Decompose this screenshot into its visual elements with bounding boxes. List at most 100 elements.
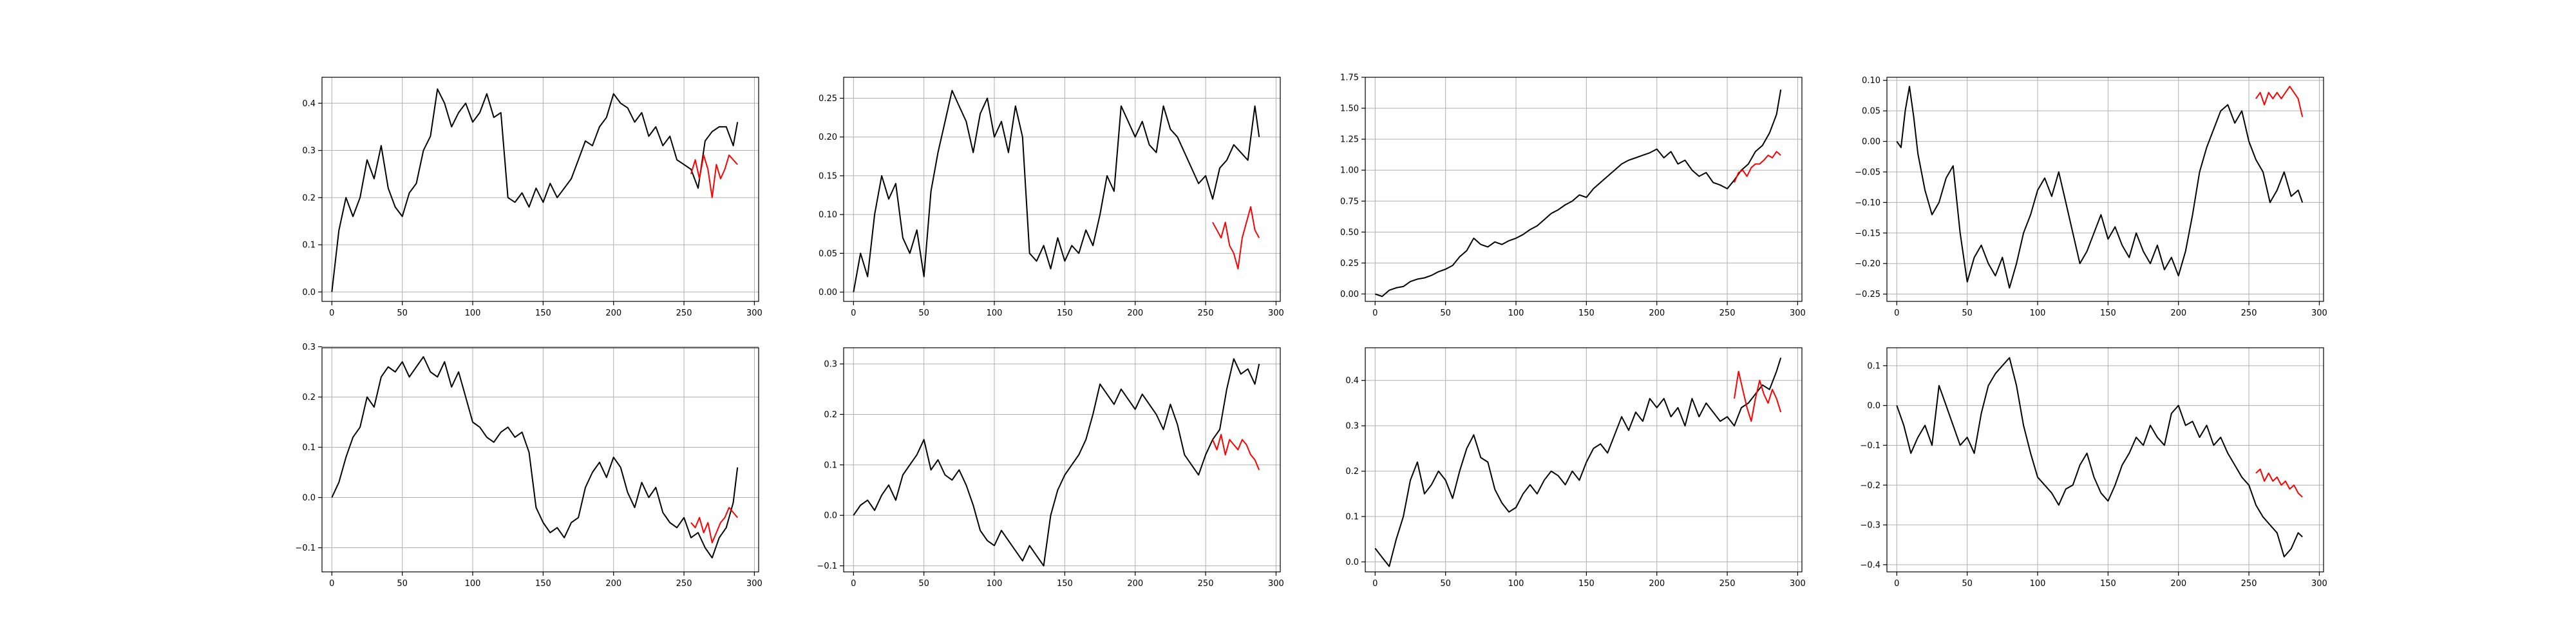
y-tick-label: 0.0 xyxy=(302,288,316,298)
y-tick-label: 0.0 xyxy=(1867,401,1880,411)
x-tick-label: 250 xyxy=(1198,308,1214,318)
y-tick-label: 0.15 xyxy=(819,171,837,181)
y-tick-label: 0.1 xyxy=(1867,361,1880,371)
x-tick-label: 200 xyxy=(1127,579,1143,589)
y-tick-label: 0.3 xyxy=(1345,422,1359,431)
x-tick-label: 100 xyxy=(987,308,1003,318)
y-tick-label: 0.00 xyxy=(1340,290,1359,299)
subplot-1: 0 50 100 150 200 250 300 0.0 0.1 0.2 0.3 0.4 xyxy=(302,77,762,318)
x-tick-label: 300 xyxy=(1790,579,1806,589)
y-tick-label: 0.00 xyxy=(819,288,837,298)
y-tick-label: 0.1 xyxy=(1345,513,1359,522)
y-tick-label: 0.4 xyxy=(1345,376,1359,386)
y-tick-label: −0.1 xyxy=(1860,441,1880,451)
actual-series-line xyxy=(853,358,1260,567)
x-tick-label: 0 xyxy=(1372,579,1378,589)
y-tick-label: 0.0 xyxy=(1345,558,1359,567)
plot-frame xyxy=(1886,347,2324,573)
y-tick-label: −0.20 xyxy=(1855,260,1880,269)
forecast-series-line xyxy=(2255,468,2303,498)
actual-series-line xyxy=(1374,90,1782,298)
x-tick-label: 50 xyxy=(1440,579,1451,589)
y-tick-label: 0.50 xyxy=(1340,228,1359,238)
actual-series-line xyxy=(331,88,739,292)
x-tick-label: 250 xyxy=(1198,579,1214,589)
y-tick-label: −0.05 xyxy=(1855,167,1880,177)
subplot-3: 0 50 100 150 200 250 300 0.00 0.25 0.50 0.75 1.00 1.… xyxy=(1340,73,1806,319)
y-tick-label: 1.50 xyxy=(1340,104,1359,114)
x-tick-label: 300 xyxy=(1268,579,1284,589)
x-tick-label: 150 xyxy=(1057,308,1073,318)
x-tick-label: 100 xyxy=(465,308,481,318)
x-tick-label: 200 xyxy=(605,308,621,318)
plot-frame xyxy=(1886,77,2324,302)
y-tick-label: 1.25 xyxy=(1340,135,1359,145)
plot-frame xyxy=(1365,347,1803,573)
y-tick-label: 0.05 xyxy=(819,249,837,259)
forecast-series-line xyxy=(1734,370,1782,422)
x-tick-label: 150 xyxy=(535,308,551,318)
subplot-7: 0 50 100 150 200 250 300 0.0 0.1 0.2 0.3 0.4 xyxy=(1345,347,1806,589)
y-tick-label: 0.2 xyxy=(302,193,316,203)
subplot-8: 0 50 100 150 200 250 300 −0.4 −0.3 −0.2 −0.1 0.0 0.1 xyxy=(1860,347,2327,589)
x-tick-label: 0 xyxy=(329,579,334,589)
x-tick-label: 250 xyxy=(2241,579,2257,589)
subplot-2: 0 50 100 150 200 250 300 0.00 0.05 0.10 0.15 0.20 0.… xyxy=(819,77,1284,318)
x-tick-label: 200 xyxy=(605,579,621,589)
y-tick-label: −0.25 xyxy=(1855,290,1880,299)
y-tick-label: 1.75 xyxy=(1340,73,1359,83)
x-tick-label: 300 xyxy=(746,579,762,589)
y-tick-label: 0.75 xyxy=(1340,197,1359,207)
x-tick-label: 0 xyxy=(851,308,856,318)
x-tick-label: 250 xyxy=(1719,579,1736,589)
y-tick-label: 0.1 xyxy=(302,241,316,251)
y-tick-label: 0.4 xyxy=(302,99,316,109)
plot-frame xyxy=(321,77,759,302)
subplot-4: 0 50 100 150 200 250 300 −0.25 −0.20 −0.15 −0.10 −0… xyxy=(1855,76,2327,318)
y-tick-label: 1.00 xyxy=(1340,166,1359,176)
x-tick-label: 100 xyxy=(987,579,1003,589)
y-tick-label: −0.2 xyxy=(1860,481,1880,491)
actual-series-line xyxy=(1374,357,1782,567)
y-tick-label: −0.1 xyxy=(817,562,837,571)
y-tick-label: 0.1 xyxy=(302,443,316,453)
x-tick-label: 200 xyxy=(2170,579,2186,589)
forecast-series-line xyxy=(2255,86,2304,117)
x-tick-label: 300 xyxy=(1790,308,1806,318)
plot-frame xyxy=(1365,77,1803,302)
x-tick-label: 0 xyxy=(1894,579,1899,589)
subplot-5: 0 50 100 150 200 250 300 −0.1 0.0 0.1 0.2 0.3 xyxy=(295,343,762,589)
x-tick-label: 200 xyxy=(2170,308,2186,318)
y-tick-label: 0.3 xyxy=(302,146,316,156)
forecast-series-line xyxy=(690,507,738,544)
y-tick-label: −0.3 xyxy=(1860,521,1880,531)
y-tick-label: −0.4 xyxy=(1860,560,1880,570)
y-tick-label: 0.1 xyxy=(824,460,837,470)
actual-series-line xyxy=(1896,357,2303,558)
x-tick-label: 0 xyxy=(1894,308,1899,318)
x-tick-label: 250 xyxy=(676,308,692,318)
forecast-series-line xyxy=(1734,151,1781,183)
plot-frame xyxy=(321,347,759,573)
x-tick-label: 150 xyxy=(1578,308,1595,318)
x-tick-label: 200 xyxy=(1649,579,1665,589)
forecast-series-line xyxy=(1212,433,1260,471)
x-tick-label: 100 xyxy=(1508,579,1524,589)
actual-series-line xyxy=(853,90,1260,292)
x-tick-label: 0 xyxy=(1372,308,1378,318)
x-tick-label: 150 xyxy=(535,579,551,589)
x-tick-label: 150 xyxy=(1578,579,1595,589)
subplot-6: 0 50 100 150 200 250 300 −0.1 0.0 0.1 0.2 0.3 xyxy=(817,347,1284,589)
x-tick-label: 50 xyxy=(1962,308,1973,318)
y-tick-label: 0.05 xyxy=(1862,107,1880,117)
x-tick-label: 150 xyxy=(1057,579,1073,589)
x-tick-label: 300 xyxy=(1268,308,1284,318)
x-tick-label: 150 xyxy=(2100,308,2116,318)
x-tick-label: 50 xyxy=(397,579,408,589)
y-tick-label: 0.0 xyxy=(824,511,837,521)
y-tick-label: 0.2 xyxy=(302,393,316,402)
y-tick-label: 0.2 xyxy=(824,410,837,420)
y-tick-label: 0.0 xyxy=(302,493,316,503)
y-tick-label: −0.1 xyxy=(295,544,316,553)
x-tick-label: 100 xyxy=(2030,579,2046,589)
